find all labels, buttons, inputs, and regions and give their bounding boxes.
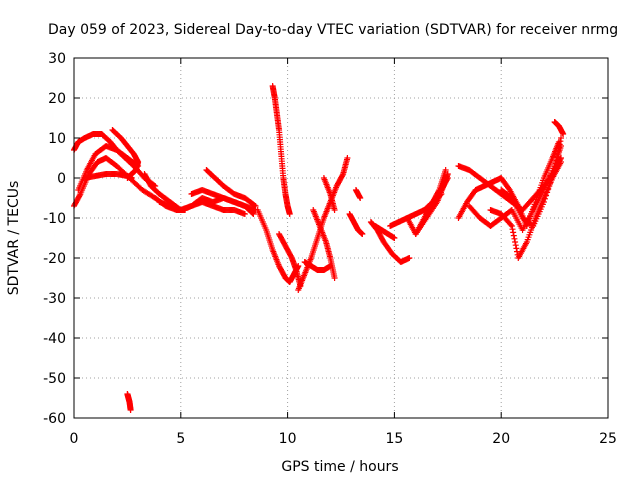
series-track-z	[455, 139, 562, 229]
data-point	[249, 210, 256, 217]
y-tick-label: -10	[43, 211, 66, 227]
data-point	[344, 155, 351, 161]
series-track-e	[109, 127, 142, 181]
data-point	[510, 232, 517, 239]
data-point	[552, 160, 559, 167]
data-point	[241, 211, 248, 217]
data-point	[552, 163, 559, 170]
series-track-k	[269, 83, 293, 217]
data-point	[556, 144, 563, 151]
x-tick-label: 5	[176, 431, 185, 447]
series-track-o	[310, 207, 338, 281]
data-point	[541, 195, 548, 202]
data-point	[551, 167, 558, 173]
data-point	[512, 242, 519, 249]
data-point	[127, 407, 134, 413]
data-point	[331, 207, 338, 213]
data-point	[339, 172, 346, 179]
data-point	[553, 157, 560, 164]
data-point	[556, 141, 563, 148]
data-point	[548, 176, 555, 183]
data-point	[391, 235, 398, 241]
x-tick-label: 0	[70, 431, 79, 447]
data-point	[251, 202, 258, 209]
data-point	[555, 147, 562, 154]
axes: 0 5 10 15 20 25 -60 -50 -40 -30 -20 -10 0 10 20 30	[43, 51, 617, 447]
data-point	[286, 211, 293, 217]
data-point	[250, 211, 257, 217]
data-point	[507, 221, 514, 228]
data-point	[435, 188, 442, 195]
data-point	[558, 159, 565, 165]
y-tick-label: -20	[43, 251, 66, 267]
series-track-ac	[498, 135, 565, 229]
y-tick-label: 0	[57, 171, 66, 187]
data-point	[560, 131, 567, 137]
data-point	[554, 154, 561, 161]
plot-frame	[73, 57, 609, 419]
series-track-x	[423, 167, 449, 217]
y-axis-title: SDTVAR / TECUs	[6, 181, 22, 296]
x-tick-label: 20	[492, 431, 510, 447]
data-point	[511, 235, 518, 242]
data-point	[510, 229, 517, 236]
series-track-h	[203, 167, 259, 209]
series-track-t	[372, 223, 398, 241]
data-point	[550, 170, 557, 177]
data-point	[547, 179, 554, 186]
series-track-l	[276, 231, 304, 289]
data-point	[406, 255, 413, 261]
series-track-ad	[551, 119, 567, 137]
data-point	[513, 245, 520, 252]
data-point	[357, 195, 364, 201]
data-point	[546, 183, 553, 189]
data-point	[509, 226, 516, 233]
data-points	[71, 83, 567, 413]
data-point	[544, 189, 551, 196]
y-tick-label: 10	[48, 131, 66, 147]
x-axis-title: GPS time / hours	[281, 459, 398, 475]
y-tick-label: -30	[43, 291, 66, 307]
series-track-q	[346, 211, 366, 237]
chart-title: Day 059 of 2023, Sidereal Day-to-day VTE…	[48, 22, 618, 38]
series-track-n	[301, 259, 334, 273]
data-point	[331, 275, 338, 281]
series-track-r	[352, 187, 364, 201]
series-track-f	[141, 171, 248, 217]
data-point	[540, 199, 547, 205]
series-track-p	[320, 175, 338, 213]
y-tick-label: -40	[43, 331, 66, 347]
data-point	[557, 138, 564, 145]
data-point	[359, 231, 366, 237]
data-point	[549, 173, 556, 180]
data-point	[543, 192, 550, 199]
data-point	[76, 192, 83, 199]
series-track-ae	[124, 391, 134, 413]
data-point	[558, 135, 565, 141]
x-tick-label: 15	[385, 431, 403, 447]
y-tick-label: 30	[48, 51, 66, 67]
data-point	[124, 175, 131, 181]
data-point	[545, 186, 552, 193]
x-tick-label: 25	[599, 431, 617, 447]
y-tick-label: 20	[48, 91, 66, 107]
x-tick-label: 10	[279, 431, 297, 447]
y-tick-label: -50	[43, 371, 66, 387]
data-point	[512, 239, 519, 245]
series-track-i	[188, 187, 257, 217]
data-point	[508, 223, 515, 229]
data-point	[554, 151, 561, 157]
y-tick-label: -60	[43, 411, 66, 427]
data-point	[442, 167, 449, 173]
data-point	[252, 203, 259, 209]
